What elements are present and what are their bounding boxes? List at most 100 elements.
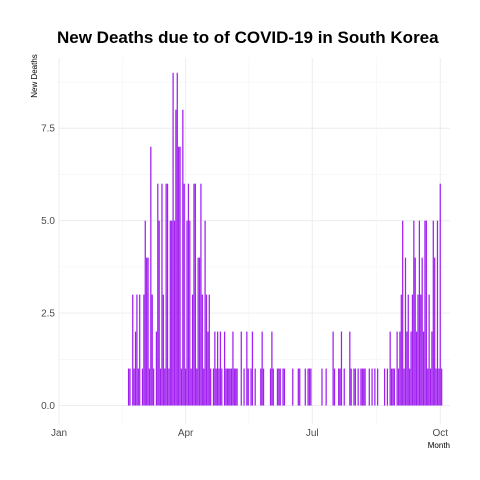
bar-2020-08-28 — [392, 368, 394, 406]
y-tick-label: 7.5 — [41, 124, 55, 135]
bar-2020-06-07 — [278, 368, 280, 406]
bar-2020-03-28 — [179, 146, 181, 406]
bar-2020-06-17 — [292, 368, 294, 406]
bar-2020-03-15 — [161, 183, 163, 406]
x-tick-label: Apr — [178, 428, 194, 439]
bar-2020-05-13 — [243, 368, 245, 406]
bar-2020-09-22 — [427, 368, 429, 406]
bar-2020-08-11 — [368, 368, 370, 406]
bar-2020-03-09 — [152, 368, 155, 406]
bar-2020-04-07 — [193, 183, 195, 406]
bar-2020-09-01 — [397, 368, 400, 406]
bar-2020-09-28 — [435, 368, 437, 406]
bar-2020-02-24 — [133, 368, 135, 406]
bar-2020-08-08 — [364, 368, 366, 406]
bar-2020-07-22 — [340, 331, 343, 406]
bar-2020-02-20 — [127, 368, 130, 406]
bar-2020-05-21 — [254, 368, 256, 406]
bar-2020-05-07 — [235, 368, 237, 406]
bar-2020-06-26 — [304, 368, 306, 406]
y-tick-label: 5.0 — [41, 216, 55, 227]
bar-2020-03-04 — [146, 257, 148, 406]
bar-2020-09-25 — [431, 331, 433, 406]
bar-2020-09-19 — [422, 331, 425, 406]
bar-2020-10-02 — [441, 368, 443, 406]
bar-2020-04-14 — [203, 368, 205, 406]
bar-2020-04-18 — [208, 294, 210, 406]
bar-2020-08-29 — [393, 368, 395, 406]
bar-2020-05-18 — [250, 368, 252, 406]
bar-2020-04-02 — [186, 220, 188, 406]
bar-2020-09-29 — [436, 220, 439, 406]
bar-2020-04-13 — [201, 294, 203, 406]
bar-2020-04-10 — [197, 257, 199, 406]
bar-2020-03-17 — [164, 368, 166, 406]
bar-2020-04-27 — [221, 368, 223, 406]
bar-2020-08-31 — [396, 331, 398, 406]
bar-2020-08-07 — [363, 368, 365, 406]
bar-2020-04-24 — [217, 331, 219, 406]
bar-2020-09-18 — [421, 257, 423, 406]
bar-2020-08-22 — [383, 368, 386, 406]
bar-2020-08-24 — [386, 368, 389, 406]
bar-2020-08-27 — [390, 368, 393, 406]
bar-2020-03-31 — [183, 183, 185, 406]
bar-2020-08-05 — [360, 368, 362, 406]
tick-layer: 0.0 2.5 5.0 7.5 Jan Apr Jul Oct — [41, 124, 448, 439]
bar-2020-06-11 — [283, 368, 286, 406]
bar-2020-07-21 — [339, 368, 341, 406]
bar-2020-03-26 — [176, 72, 178, 406]
bar-2020-03-03 — [144, 220, 146, 406]
bar-2020-04-01 — [185, 368, 187, 406]
bar-2020-07-28 — [349, 331, 351, 406]
bar-2020-09-23 — [428, 294, 430, 406]
bar-2020-09-08 — [407, 294, 409, 406]
bar-2020-04-29 — [223, 331, 226, 406]
bar-2020-09-10 — [410, 331, 412, 406]
bar-2020-06-10 — [282, 368, 284, 406]
bar-2020-02-25 — [134, 331, 137, 406]
bar-2020-09-09 — [409, 368, 411, 406]
bar-2020-04-16 — [205, 294, 208, 406]
bar-2020-05-03 — [229, 368, 231, 406]
bar-2020-04-26 — [219, 331, 222, 406]
bar-2020-09-11 — [411, 294, 414, 406]
bar-2020-04-22 — [214, 331, 216, 406]
bar-2020-05-04 — [230, 368, 233, 406]
bar-2020-04-03 — [187, 183, 190, 406]
bar-2020-09-15 — [417, 294, 419, 406]
bar-2020-07-17 — [333, 368, 336, 406]
bar-2020-09-30 — [438, 368, 440, 406]
bar-2020-09-07 — [406, 331, 408, 406]
y-tick-label: 2.5 — [41, 309, 55, 320]
bar-2020-09-17 — [420, 294, 422, 406]
bar-2020-06-06 — [276, 368, 279, 406]
bar-2020-09-27 — [434, 257, 436, 406]
x-tick-label: Oct — [432, 428, 448, 439]
bar-2020-05-25 — [260, 368, 262, 406]
bar-2020-06-30 — [310, 368, 312, 406]
bar-2020-05-05 — [232, 331, 234, 406]
bar-2020-08-13 — [371, 368, 373, 406]
bar-2020-08-15 — [374, 368, 376, 406]
bar-2020-09-02 — [399, 331, 401, 406]
bar-2020-03-16 — [162, 294, 164, 406]
bar-2020-03-23 — [172, 72, 174, 406]
bar-2020-04-11 — [198, 257, 201, 406]
bar-2020-03-06 — [148, 368, 151, 406]
bar-2020-03-25 — [175, 109, 177, 406]
bar-2020-04-05 — [190, 368, 192, 406]
bar-2020-02-21 — [129, 368, 131, 406]
bar-2020-08-06 — [361, 368, 363, 406]
bar-2020-07-29 — [350, 368, 352, 406]
bar-2020-04-08 — [194, 183, 196, 406]
x-axis-label: Month — [428, 441, 450, 450]
bar-2020-03-11 — [155, 331, 158, 406]
bar-2020-02-27 — [137, 368, 139, 406]
bar-2020-08-03 — [357, 368, 359, 406]
bar-2020-03-07 — [150, 146, 152, 406]
bar-2020-03-12 — [157, 183, 159, 406]
bar-2020-05-19 — [251, 331, 254, 406]
bar-2020-05-26 — [261, 331, 263, 406]
bar-2020-06-22 — [299, 368, 301, 406]
